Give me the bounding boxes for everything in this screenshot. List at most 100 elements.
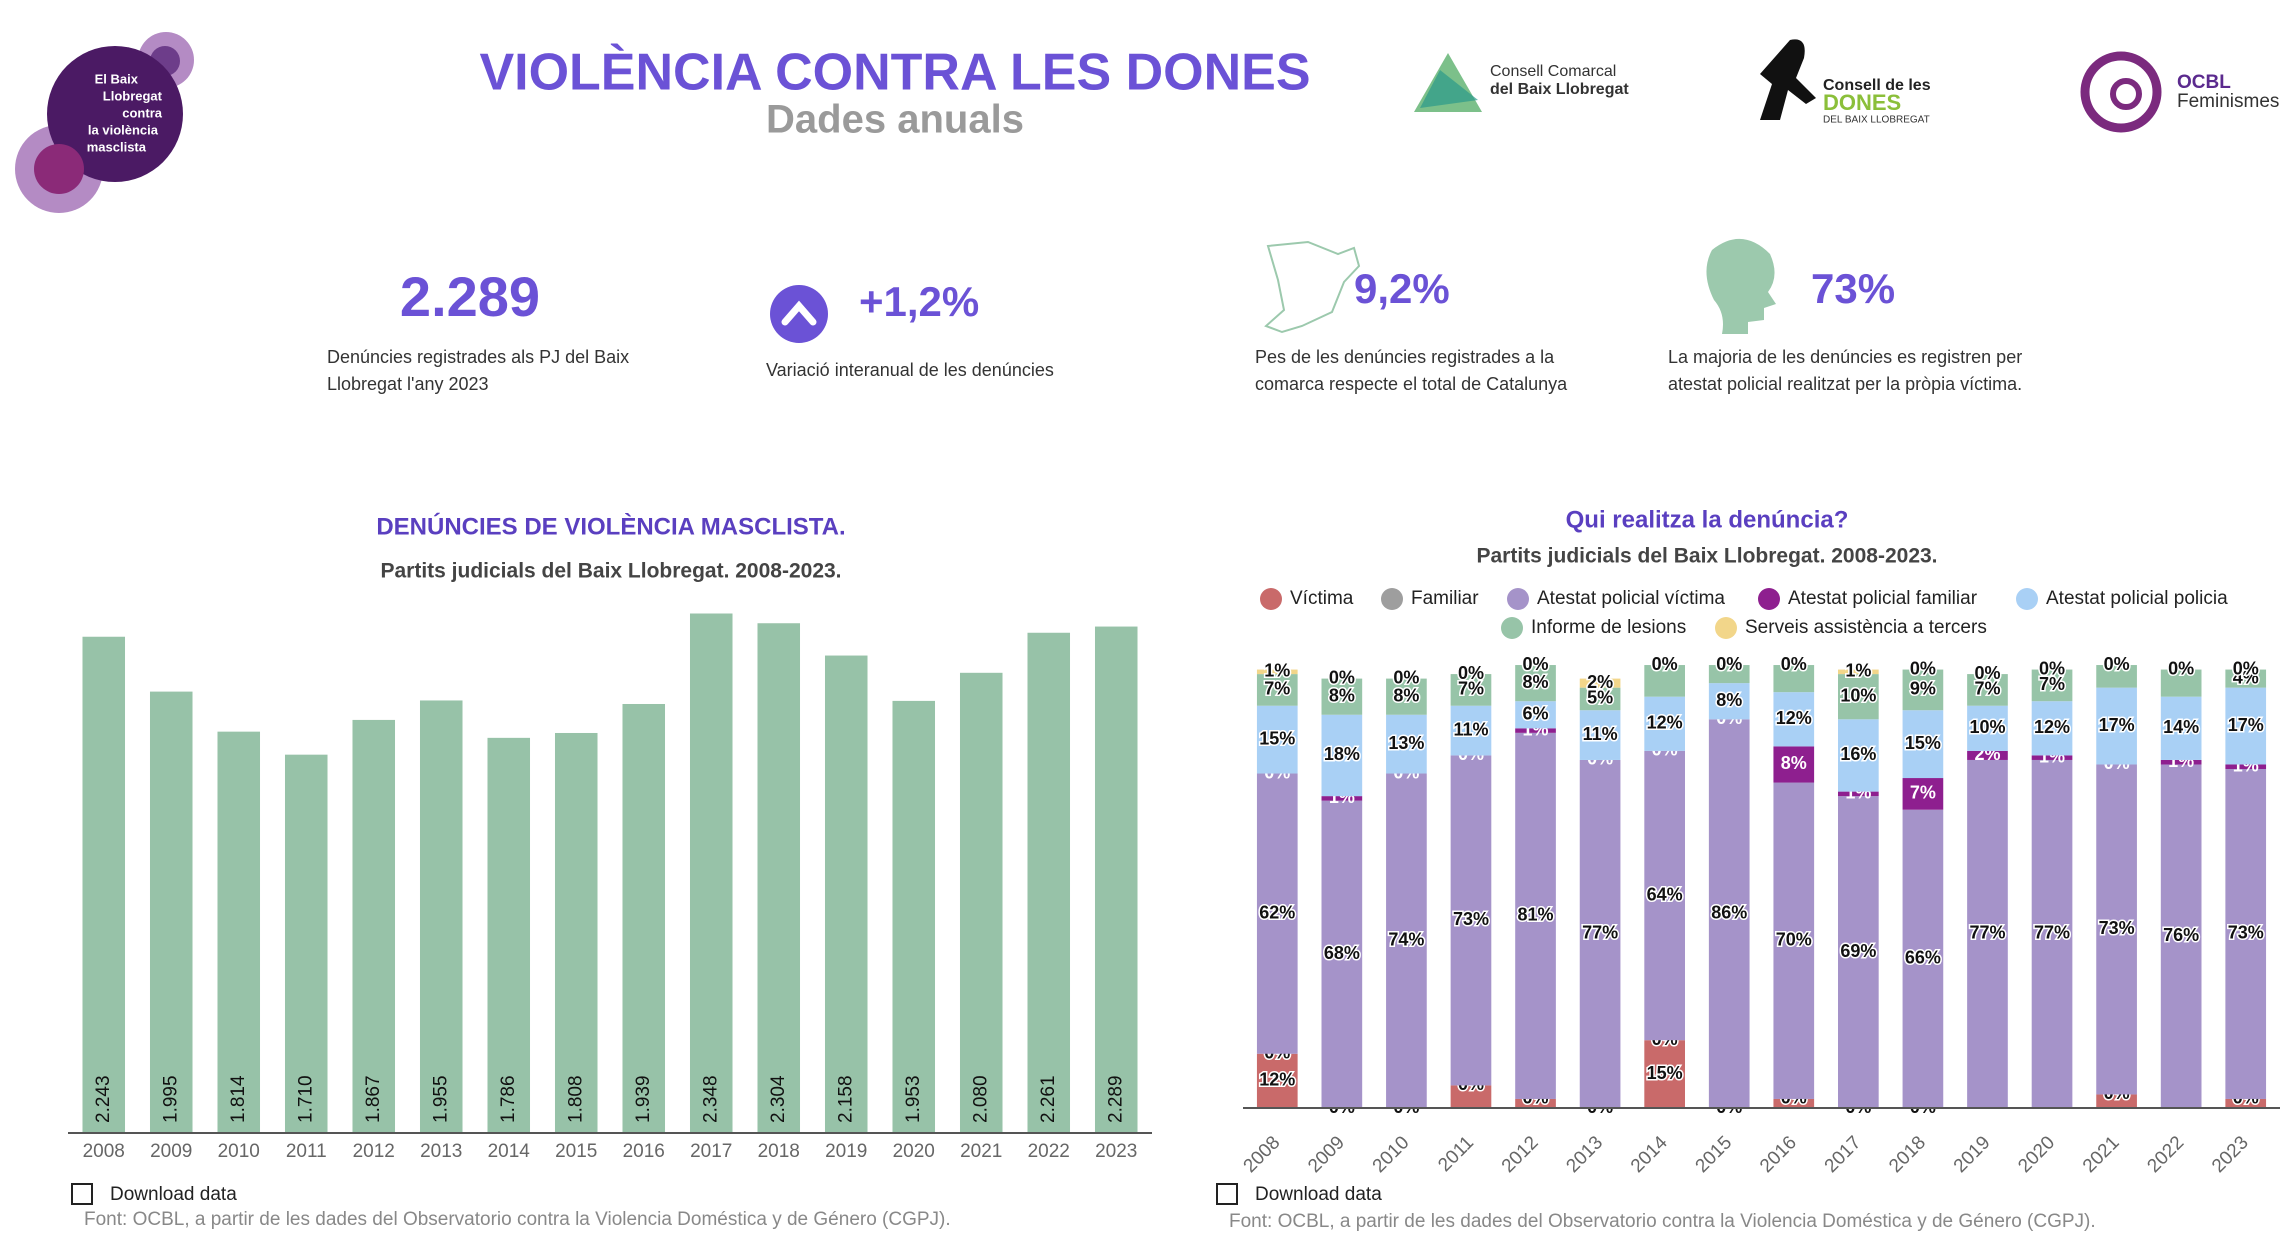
bar-segment xyxy=(1386,714,1427,774)
bar-segment xyxy=(1708,683,1750,720)
data-label: 8% xyxy=(1393,685,1419,705)
x-tick-label: 2020 xyxy=(2014,1132,2059,1177)
legend-label: Atestat policial familiar xyxy=(1788,588,1978,609)
data-label: 0% xyxy=(2104,654,2130,674)
legend-marker xyxy=(1715,617,1737,639)
data-label: 1% xyxy=(1845,661,1871,681)
x-tick-label: 2019 xyxy=(1950,1132,1995,1177)
logo-text: contra xyxy=(122,105,163,120)
kpi-value: 9,2% xyxy=(1354,265,1450,312)
bar-segment xyxy=(2160,759,2202,765)
logo-text: OCBL xyxy=(2177,72,2231,93)
kpi-icon xyxy=(1264,240,1361,334)
x-tick-label: 2015 xyxy=(1692,1132,1737,1177)
download-icon[interactable] xyxy=(1216,1183,1238,1205)
bar-segment xyxy=(1967,705,2008,751)
bar-segment xyxy=(1902,710,1944,779)
data-label: 0% xyxy=(2039,658,2065,678)
data-label: 13% xyxy=(1388,733,1424,753)
x-tick-label: 2017 xyxy=(1821,1132,1866,1177)
legend-label: Atestat policial víctima xyxy=(1537,588,1725,609)
bar-segment xyxy=(2096,1094,2137,1108)
bar xyxy=(352,719,396,1133)
x-tick-label: 2021 xyxy=(960,1141,1002,1162)
data-label: 8% xyxy=(1716,690,1742,710)
logo-ring xyxy=(2080,51,2162,133)
x-tick-label: 2010 xyxy=(1369,1132,1414,1177)
data-label: 1.808 xyxy=(565,1075,586,1123)
x-tick-label: 2008 xyxy=(1240,1132,1285,1177)
bar-segment xyxy=(1902,809,1944,1108)
data-label: 66% xyxy=(1905,948,1941,968)
legend-label: Serveis assistència a tercers xyxy=(1745,617,1987,638)
download-link[interactable]: Download data xyxy=(110,1184,237,1205)
data-label: 77% xyxy=(1582,923,1618,943)
data-label: 10% xyxy=(1840,685,1876,705)
data-label: 7% xyxy=(1264,679,1290,699)
data-label: 15% xyxy=(1905,733,1941,753)
logo-text: Feminismes xyxy=(2177,91,2279,112)
download-icon[interactable] xyxy=(71,1183,93,1205)
logo-circle xyxy=(47,46,183,182)
data-label: 77% xyxy=(2034,923,2070,943)
bar-segment xyxy=(1838,674,1879,720)
bar-segment xyxy=(1515,728,1556,733)
kpi-text: Variació interanual de les denúncies xyxy=(766,360,1054,380)
bar xyxy=(1094,626,1138,1133)
bar-segment xyxy=(1838,791,1879,797)
bar-segment xyxy=(1773,665,1815,693)
data-label: 16% xyxy=(1840,744,1876,764)
bar-segment xyxy=(2031,669,2073,702)
bar xyxy=(959,672,1003,1133)
bar-segment xyxy=(2225,687,2267,765)
bar-segment xyxy=(2225,669,2267,688)
bar-segment xyxy=(1902,778,1944,810)
logo-text: Llobregat xyxy=(103,88,163,103)
data-label: 0% xyxy=(1329,667,1355,687)
x-tick-label: 2011 xyxy=(1434,1132,1478,1176)
bar-segment xyxy=(1321,678,1363,715)
x-tick-label: 2017 xyxy=(690,1141,732,1162)
kpi-text: La majoria de les denúncies es registren… xyxy=(1668,347,2022,367)
legend-marker xyxy=(1758,588,1780,610)
data-label: 7% xyxy=(2039,674,2065,694)
x-tick-label: 2014 xyxy=(488,1141,531,1162)
legend-label: Familiar xyxy=(1411,588,1479,609)
bar-segment xyxy=(1579,710,1621,760)
data-label: 7% xyxy=(1458,679,1484,699)
data-label: 1.939 xyxy=(633,1075,654,1123)
bar-segment xyxy=(1579,678,1621,688)
bar-segment xyxy=(1644,750,1685,1041)
data-label: 12% xyxy=(1776,708,1812,728)
kpi-value: 73% xyxy=(1811,265,1895,312)
data-label: 64% xyxy=(1647,884,1683,904)
bar xyxy=(757,623,801,1133)
data-label: 73% xyxy=(2228,923,2264,943)
bar-segment xyxy=(1579,687,1621,711)
download-link[interactable]: Download data xyxy=(1255,1184,1382,1205)
legend-marker xyxy=(1501,617,1523,639)
bar-segment xyxy=(1773,692,1815,747)
data-label: 5% xyxy=(1587,688,1613,708)
data-label: 73% xyxy=(2099,918,2135,938)
bar-segment xyxy=(1515,701,1556,729)
bar-segment xyxy=(1967,674,2008,706)
bar xyxy=(149,691,193,1133)
data-label: 15% xyxy=(1647,1063,1683,1083)
x-tick-label: 2013 xyxy=(420,1141,462,1162)
bar-segment xyxy=(2031,759,2073,1108)
data-label: 17% xyxy=(2228,715,2264,735)
kpi-icon xyxy=(1706,238,1776,334)
kpi-value: 2.289 xyxy=(400,265,540,328)
data-label: 2.243 xyxy=(93,1075,114,1123)
data-label: 1.814 xyxy=(228,1075,249,1123)
x-tick-label: 2016 xyxy=(623,1141,665,1162)
bar-segment xyxy=(1708,719,1750,1108)
legend-marker xyxy=(1260,588,1282,610)
bar xyxy=(892,700,936,1133)
logo-text: Consell de les xyxy=(1823,77,1931,94)
bar-segment xyxy=(1838,796,1879,1108)
logo-ocbl: OCBL Feminismes xyxy=(2080,51,2279,133)
x-tick-label: 2018 xyxy=(1885,1132,1930,1177)
logo-text: El Baix xyxy=(95,71,139,86)
